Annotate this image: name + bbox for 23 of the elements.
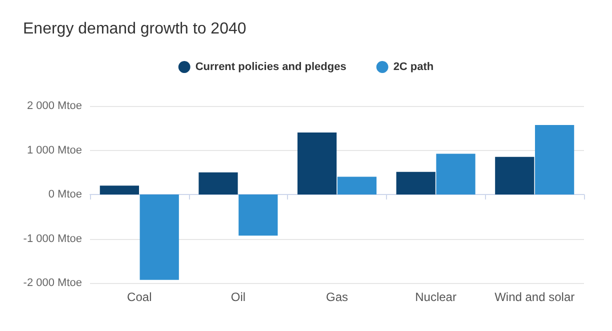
- y-tick-label: 2 000 Mtoe: [26, 100, 82, 112]
- bar: [436, 154, 476, 194]
- bar: [238, 194, 278, 236]
- y-tick-label: -2 000 Mtoe: [23, 277, 82, 289]
- x-tick-label: Wind and solar: [494, 290, 575, 304]
- bar: [297, 132, 337, 194]
- bar: [140, 194, 179, 280]
- bar: [198, 172, 238, 194]
- legend-label: 2C path: [393, 61, 434, 73]
- y-tick-label: 0 Mtoe: [48, 188, 82, 200]
- chart-title: Energy demand growth to 2040: [23, 20, 246, 38]
- bar: [100, 186, 140, 194]
- legend-label: Current policies and pledges: [195, 61, 346, 73]
- x-tick-label: Oil: [230, 290, 246, 304]
- x-tick-label: Nuclear: [415, 290, 456, 304]
- bar: [337, 176, 377, 194]
- y-tick-label: 1 000 Mtoe: [26, 144, 82, 156]
- bar: [495, 156, 534, 194]
- y-tick-label: -1 000 Mtoe: [23, 232, 82, 245]
- x-tick-label: Coal: [127, 290, 152, 304]
- x-tick-label: Gas: [326, 290, 348, 304]
- bar: [396, 172, 436, 194]
- bar: [534, 125, 574, 194]
